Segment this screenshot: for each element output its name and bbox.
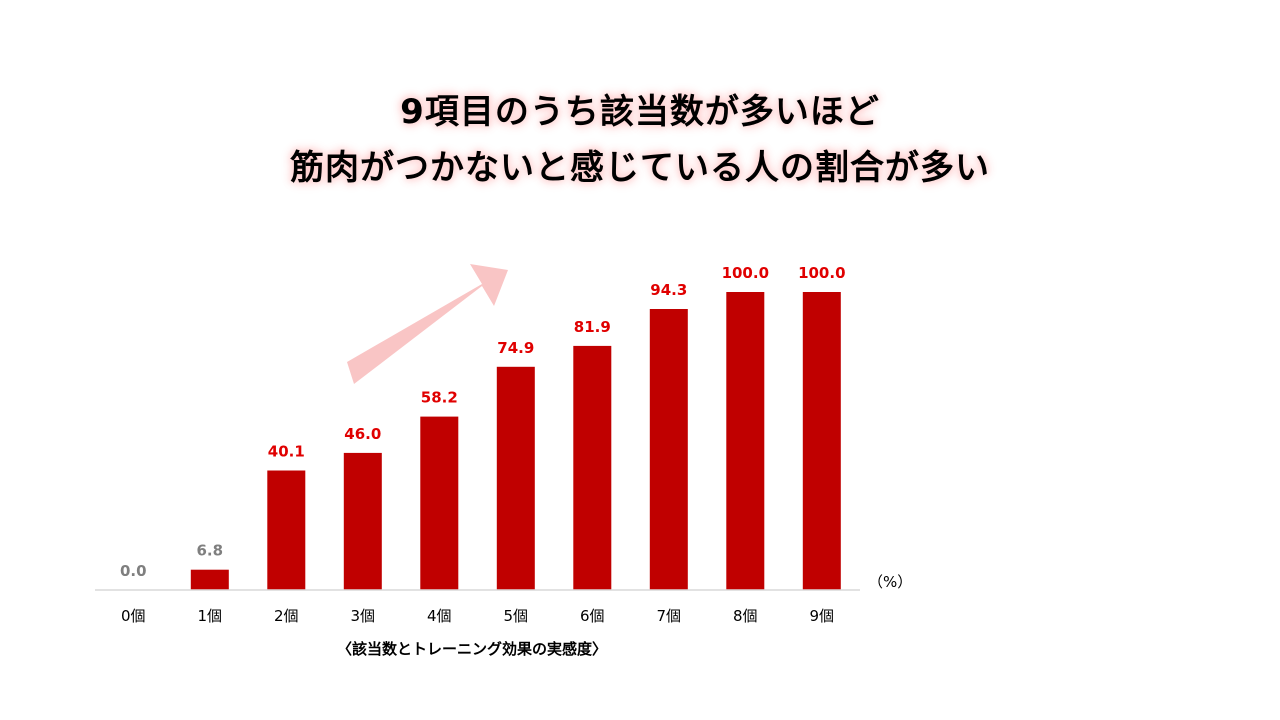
x-tick-label-3: 3個 — [351, 607, 376, 625]
x-tick-label-7: 7個 — [657, 607, 682, 625]
bar-5 — [496, 366, 535, 590]
x-tick-label-8: 8個 — [733, 607, 758, 625]
value-labels-group: 0.0 6.8 40.1 46.0 58.2 74.9 81.9 94.3 100.0 100.0 — [120, 264, 846, 580]
value-label-6: 81.9 — [574, 318, 611, 336]
x-tick-label-1: 1個 — [198, 607, 223, 625]
trend-arrow-icon — [347, 264, 508, 384]
value-label-3: 46.0 — [344, 425, 381, 443]
value-label-0: 0.0 — [120, 562, 147, 580]
value-label-1: 6.8 — [197, 542, 224, 560]
x-tick-label-5: 5個 — [504, 607, 529, 625]
x-tick-labels-group: 0個 1個 2個 3個 4個 5個 6個 7個 8個 9個 — [121, 607, 834, 625]
value-label-2: 40.1 — [268, 443, 305, 461]
bar-4 — [420, 416, 459, 590]
bar-7 — [649, 309, 688, 590]
x-tick-label-4: 4個 — [427, 607, 452, 625]
bar-8 — [726, 292, 765, 590]
value-label-5: 74.9 — [497, 339, 534, 357]
bar-6 — [573, 345, 612, 590]
value-label-4: 58.2 — [421, 389, 458, 407]
chart-title-line-2: 筋肉がつかないと感じている人の割合が多い — [290, 148, 990, 188]
bar-3 — [343, 452, 382, 590]
chart-title-line-1: 9項目のうち該当数が多いほど — [400, 92, 880, 132]
x-tick-label-0: 0個 — [121, 607, 146, 625]
value-label-9: 100.0 — [798, 264, 845, 282]
x-tick-label-6: 6個 — [580, 607, 605, 625]
bar-2 — [267, 470, 306, 590]
unit-label: （%） — [868, 573, 913, 591]
bar-1 — [190, 569, 229, 590]
value-label-8: 100.0 — [722, 264, 769, 282]
x-tick-label-2: 2個 — [274, 607, 299, 625]
x-axis-title: 〈該当数とトレーニング効果の実感度〉 — [336, 640, 607, 658]
bars-group — [190, 292, 841, 590]
value-label-7: 94.3 — [650, 281, 687, 299]
x-tick-label-9: 9個 — [810, 607, 835, 625]
bar-9 — [802, 292, 841, 590]
